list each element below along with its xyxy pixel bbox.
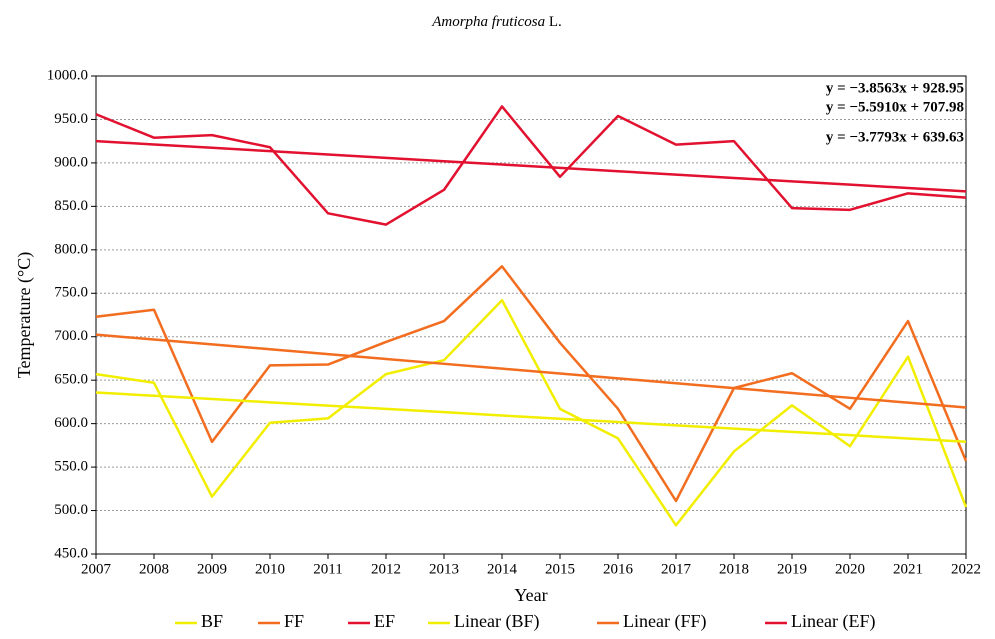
x-tick-label: 2011 bbox=[313, 561, 342, 577]
series-line bbox=[95, 105, 967, 226]
y-tick-label: 700.0 bbox=[54, 328, 88, 344]
chart-title: Amorpha fruticosa L. bbox=[431, 14, 562, 30]
x-tick-label: 2013 bbox=[429, 561, 459, 577]
y-tick-label: 900.0 bbox=[54, 154, 88, 170]
x-tick-label: 2020 bbox=[835, 561, 865, 577]
y-tick-label: 650.0 bbox=[54, 372, 88, 388]
plot-frame bbox=[95, 75, 967, 555]
series-line bbox=[95, 139, 967, 193]
y-tick-label: 500.0 bbox=[54, 502, 88, 518]
y-tick-label: 550.0 bbox=[54, 459, 88, 475]
y-tick-label: 450.0 bbox=[54, 545, 88, 561]
legend-label: Linear (EF) bbox=[791, 611, 875, 632]
series-line bbox=[95, 391, 967, 443]
x-tick-label: 2016 bbox=[603, 561, 634, 577]
y-tick-label: 600.0 bbox=[54, 415, 88, 431]
y-tick-label: 850.0 bbox=[54, 198, 88, 214]
x-tick-label: 2022 bbox=[951, 561, 981, 577]
y-axis-label: Temperature (°C) bbox=[14, 252, 35, 378]
x-tick-label: 2018 bbox=[719, 561, 749, 577]
series-line bbox=[95, 333, 967, 409]
x-tick-label: 2012 bbox=[371, 561, 401, 577]
series-line bbox=[95, 298, 968, 527]
legend-label: Linear (FF) bbox=[623, 611, 706, 632]
legend-label: EF bbox=[374, 611, 395, 631]
x-tick-label: 2014 bbox=[487, 561, 518, 577]
equation-annotation: y = −3.8563x + 928.95 bbox=[826, 80, 964, 96]
legend-label: Linear (BF) bbox=[454, 611, 539, 632]
y-tick-label: 1000.0 bbox=[47, 67, 88, 83]
x-tick-label: 2007 bbox=[81, 561, 112, 577]
x-tick-label: 2019 bbox=[777, 561, 807, 577]
x-tick-label: 2017 bbox=[661, 561, 692, 577]
x-tick-label: 2015 bbox=[545, 561, 575, 577]
legend-label: BF bbox=[201, 611, 223, 631]
title-italic: Amorpha fruticosa bbox=[431, 14, 545, 30]
x-axis-label: Year bbox=[514, 585, 547, 605]
x-tick-label: 2009 bbox=[197, 561, 227, 577]
y-tick-label: 750.0 bbox=[54, 285, 88, 301]
equation-annotation: y = −3.7793x + 639.63 bbox=[826, 129, 964, 145]
legend-label: FF bbox=[284, 611, 304, 631]
series-line bbox=[95, 265, 968, 503]
x-tick-label: 2008 bbox=[139, 561, 169, 577]
y-tick-label: 800.0 bbox=[54, 241, 88, 257]
y-tick-label: 950.0 bbox=[54, 111, 88, 127]
title-text: L. bbox=[549, 14, 562, 30]
x-tick-label: 2010 bbox=[255, 561, 285, 577]
equation-annotation: y = −5.5910x + 707.98 bbox=[826, 99, 964, 115]
x-tick-label: 2021 bbox=[893, 561, 923, 577]
